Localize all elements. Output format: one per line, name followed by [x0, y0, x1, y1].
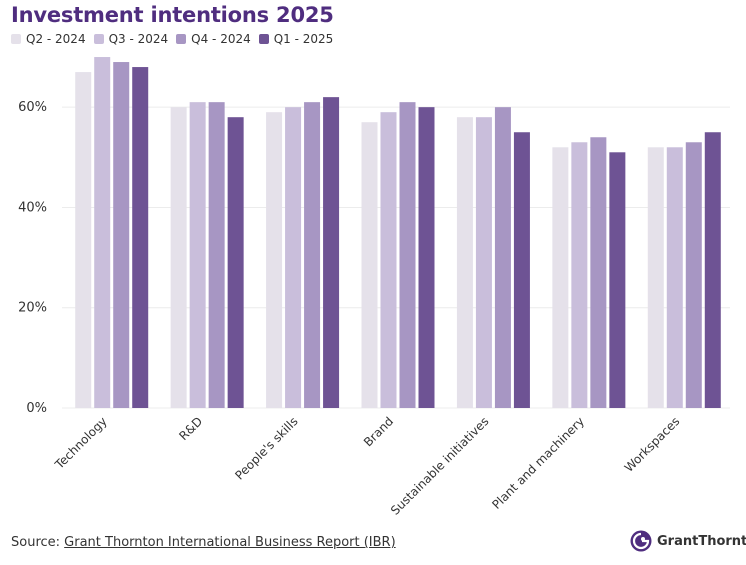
legend-swatch [258, 34, 269, 44]
legend-item-q2-2024[interactable]: Q2 - 2024 [11, 32, 86, 46]
x-tick-label: Technology [52, 414, 110, 472]
bar [685, 142, 702, 408]
bar [361, 122, 378, 408]
bar [513, 132, 530, 408]
bar [170, 107, 187, 409]
legend-item-q3-2024[interactable]: Q3 - 2024 [93, 32, 169, 46]
bar [571, 142, 588, 408]
legend-label: Q3 - 2024 [108, 32, 169, 46]
bar [285, 107, 302, 409]
grant-thornton-logo-icon [630, 530, 652, 552]
legend-swatch [11, 34, 21, 44]
legend-item-q1-2025[interactable]: Q1 - 2025 [258, 32, 334, 46]
legend-label: Q1 - 2025 [273, 32, 334, 46]
bar [647, 147, 664, 408]
bar [609, 152, 626, 408]
x-tick-label: Brand [361, 414, 396, 449]
y-tick-label: 0% [26, 401, 47, 416]
source-label: Source: [11, 535, 61, 550]
source-link[interactable]: Grant Thornton International Business Re… [64, 535, 396, 550]
legend-swatch [93, 34, 104, 44]
bar [75, 72, 92, 408]
bar [304, 102, 321, 409]
bar [227, 117, 244, 408]
y-tick-label: 20% [18, 301, 47, 316]
x-tick-label: People's skills [232, 414, 300, 482]
bar [590, 137, 607, 408]
bar [266, 112, 283, 409]
bar [132, 67, 149, 409]
bar [475, 117, 492, 408]
bar [380, 112, 397, 409]
bar [113, 62, 130, 409]
bar [456, 117, 473, 408]
y-tick-label: 40% [18, 200, 47, 215]
chart-title: Investment intentions 2025 [11, 3, 334, 27]
legend-label: Q2 - 2024 [26, 32, 86, 46]
legend-label: Q4 - 2024 [191, 32, 251, 46]
bar [189, 102, 206, 409]
y-tick-label: 60% [18, 100, 47, 115]
legend: Q2 - 2024 Q3 - 2024 Q4 - 2024 Q1 - 2025 [11, 32, 333, 46]
legend-swatch [176, 34, 187, 44]
bar [552, 147, 569, 408]
x-tick-label: R&D [176, 414, 205, 443]
bar [323, 97, 340, 408]
source-note: Source: Grant Thornton International Bus… [11, 535, 396, 550]
bar [94, 57, 111, 409]
bar [704, 132, 721, 408]
x-tick-label: Plant and machinery [489, 414, 587, 512]
bar [666, 147, 683, 408]
bar [418, 107, 435, 409]
bar [399, 102, 416, 409]
bar [494, 107, 511, 409]
x-tick-label: Workspaces [622, 414, 683, 475]
bar [208, 102, 225, 409]
x-tick-label: Sustainable initiatives [388, 414, 492, 518]
legend-item-q4-2024[interactable]: Q4 - 2024 [176, 32, 251, 46]
